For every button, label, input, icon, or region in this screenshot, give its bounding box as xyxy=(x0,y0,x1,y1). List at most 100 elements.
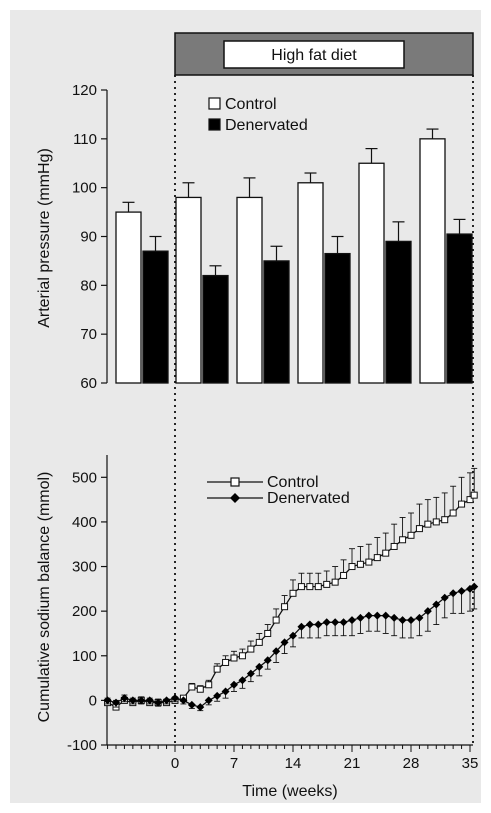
point-control-30 xyxy=(356,560,364,568)
point-denervated-36 xyxy=(407,616,415,625)
bottom-x-axis-title: Time (weeks) xyxy=(242,783,337,800)
point-denervated-22 xyxy=(289,631,297,640)
point-control-25 xyxy=(314,583,322,591)
point-control-24 xyxy=(306,583,314,591)
bar-control-4 xyxy=(358,162,385,384)
point-denervated-35 xyxy=(398,616,407,625)
point-denervated-25 xyxy=(314,620,323,629)
point-control-41 xyxy=(449,509,457,517)
diet-banner: High fat diet xyxy=(174,32,474,76)
point-control-29 xyxy=(348,563,356,571)
legend-label-denervated: Denervated xyxy=(225,117,308,134)
point-denervated-12 xyxy=(204,696,213,705)
point-control-20 xyxy=(272,616,280,624)
bottom-series xyxy=(103,467,479,712)
point-control-14 xyxy=(222,658,230,666)
point-control-38 xyxy=(424,520,432,528)
top-y-tick-label-1: 70 xyxy=(80,326,97,343)
point-denervated-26 xyxy=(322,618,331,627)
bottom-y-axis-title: Cumulative sodium balance (mmol) xyxy=(36,472,53,723)
point-denervated-14 xyxy=(221,687,230,696)
bar-denervated-1 xyxy=(202,274,229,384)
point-denervated-11 xyxy=(196,703,205,712)
point-control-26 xyxy=(323,580,331,588)
bottom-x-tick-label-4: 28 xyxy=(403,755,420,772)
point-control-43 xyxy=(466,496,474,504)
bottom-x-tick-label-2: 14 xyxy=(285,755,302,772)
top-bars xyxy=(115,128,473,384)
point-control-35 xyxy=(399,536,407,544)
point-control-36 xyxy=(407,531,415,539)
bottom-x-ticks: 0 7 14 21 28 35 xyxy=(107,745,479,772)
point-denervated-28 xyxy=(339,618,348,627)
point-control-16 xyxy=(238,652,246,660)
legend-swatch-denervated xyxy=(208,118,221,131)
point-denervated-21 xyxy=(280,638,289,647)
point-control-33 xyxy=(382,549,390,557)
point-denervated-30 xyxy=(356,613,365,622)
bar-denervated-4 xyxy=(385,240,412,384)
legend-marker-control xyxy=(230,477,240,487)
bar-control-1 xyxy=(175,196,202,384)
point-denervated-44 xyxy=(470,582,479,591)
bar-denervated-3 xyxy=(324,252,351,384)
point-denervated-15 xyxy=(230,680,238,689)
point-denervated-3 xyxy=(128,696,137,705)
point-denervated-42 xyxy=(457,587,466,596)
arterial-pressure-chart: 60 70 80 90 100 110 120 Arterial pressure (mmH… xyxy=(36,82,473,392)
point-denervated-19 xyxy=(263,656,272,665)
point-denervated-24 xyxy=(305,620,314,629)
legend-label-denervated: Denervated xyxy=(267,490,350,507)
top-y-tick-label-5: 110 xyxy=(73,131,97,148)
banner-label: High fat diet xyxy=(271,47,357,64)
bar-control-0 xyxy=(115,211,142,384)
point-denervated-8 xyxy=(171,694,179,703)
bottom-y-ticks: -100 0 100 200 300 400 500 xyxy=(67,469,107,754)
bottom-x-tick-label-1: 7 xyxy=(230,755,238,772)
point-denervated-37 xyxy=(415,613,424,622)
point-control-12 xyxy=(205,681,213,689)
point-control-34 xyxy=(390,542,398,550)
point-denervated-33 xyxy=(381,611,390,620)
legend-marker-denervated xyxy=(230,493,240,503)
bottom-y-tick-label-2: 100 xyxy=(72,648,97,665)
top-y-tick-label-3: 90 xyxy=(80,229,97,246)
point-control-22 xyxy=(289,589,297,597)
bottom-y-tick-label-4: 300 xyxy=(72,559,97,576)
point-control-37 xyxy=(415,525,423,533)
bar-control-5 xyxy=(419,138,446,384)
top-y-tick-label-0: 60 xyxy=(80,375,97,392)
point-control-28 xyxy=(340,571,348,579)
point-denervated-5 xyxy=(145,696,154,705)
bar-denervated-2 xyxy=(263,260,290,384)
point-denervated-39 xyxy=(432,600,441,609)
bar-control-3 xyxy=(297,182,324,384)
point-control-13 xyxy=(213,665,221,673)
point-control-15 xyxy=(230,654,238,662)
point-denervated-23 xyxy=(297,622,306,631)
top-legend: Control Denervated xyxy=(208,96,308,134)
point-control-39 xyxy=(432,518,440,526)
point-control-40 xyxy=(441,516,449,524)
point-denervated-41 xyxy=(449,589,458,598)
bottom-y-tick-label-0: -100 xyxy=(67,737,97,754)
bar-denervated-0 xyxy=(142,250,169,384)
point-control-21 xyxy=(281,603,289,611)
legend-label-control: Control xyxy=(225,96,277,113)
bottom-x-tick-label-3: 21 xyxy=(344,755,361,772)
top-y-ticks: 60 70 80 90 100 110 120 xyxy=(72,82,107,392)
bar-denervated-5 xyxy=(446,233,473,384)
top-y-tick-label-4: 100 xyxy=(72,180,97,197)
point-denervated-38 xyxy=(423,607,432,616)
point-denervated-7 xyxy=(162,696,171,705)
point-control-17 xyxy=(247,645,255,653)
bottom-y-tick-label-1: 0 xyxy=(89,692,97,709)
point-denervated-17 xyxy=(246,669,255,678)
bottom-x-tick-label-5: 35 xyxy=(462,755,479,772)
point-denervated-16 xyxy=(238,676,247,685)
point-denervated-9 xyxy=(179,696,188,705)
figure-panel xyxy=(10,10,481,803)
point-denervated-40 xyxy=(440,593,449,602)
point-control-42 xyxy=(458,500,466,508)
